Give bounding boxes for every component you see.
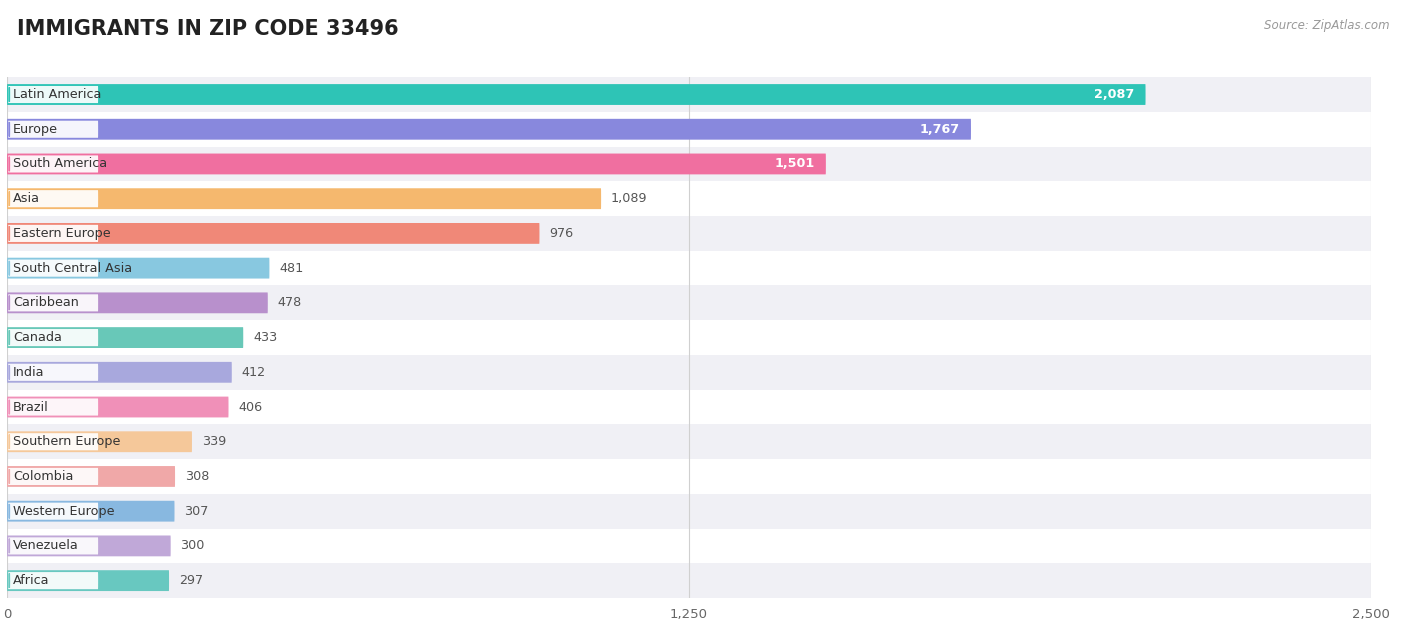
Bar <box>7 77 1371 112</box>
FancyBboxPatch shape <box>7 258 270 278</box>
FancyBboxPatch shape <box>8 156 98 172</box>
FancyBboxPatch shape <box>7 154 825 174</box>
FancyBboxPatch shape <box>8 468 98 485</box>
Text: 2,087: 2,087 <box>1094 88 1135 101</box>
FancyBboxPatch shape <box>8 399 98 415</box>
FancyBboxPatch shape <box>8 260 98 276</box>
FancyBboxPatch shape <box>7 397 229 417</box>
Text: Colombia: Colombia <box>13 470 73 483</box>
Text: Latin America: Latin America <box>13 88 101 101</box>
Text: 481: 481 <box>280 262 304 275</box>
Text: 406: 406 <box>239 401 263 413</box>
FancyBboxPatch shape <box>8 225 98 242</box>
FancyBboxPatch shape <box>7 84 1146 105</box>
FancyBboxPatch shape <box>7 223 540 244</box>
Text: Asia: Asia <box>13 192 39 205</box>
Bar <box>7 216 1371 251</box>
Text: Venezuela: Venezuela <box>13 539 79 552</box>
Bar <box>7 112 1371 147</box>
Text: Africa: Africa <box>13 574 49 587</box>
Bar <box>7 355 1371 390</box>
FancyBboxPatch shape <box>7 466 176 487</box>
FancyBboxPatch shape <box>7 570 169 591</box>
Bar <box>7 181 1371 216</box>
Text: India: India <box>13 366 44 379</box>
Bar <box>7 320 1371 355</box>
FancyBboxPatch shape <box>7 536 170 556</box>
FancyBboxPatch shape <box>7 327 243 348</box>
FancyBboxPatch shape <box>8 86 98 103</box>
Text: Brazil: Brazil <box>13 401 48 413</box>
Bar <box>7 563 1371 598</box>
FancyBboxPatch shape <box>8 503 98 520</box>
Bar <box>7 147 1371 181</box>
FancyBboxPatch shape <box>7 119 972 140</box>
FancyBboxPatch shape <box>8 190 98 207</box>
Text: IMMIGRANTS IN ZIP CODE 33496: IMMIGRANTS IN ZIP CODE 33496 <box>17 19 398 39</box>
Text: 300: 300 <box>180 539 205 552</box>
FancyBboxPatch shape <box>8 121 98 138</box>
Bar <box>7 390 1371 424</box>
Text: Europe: Europe <box>13 123 58 136</box>
Text: 478: 478 <box>277 296 302 309</box>
FancyBboxPatch shape <box>8 433 98 450</box>
Bar <box>7 424 1371 459</box>
Text: South Central Asia: South Central Asia <box>13 262 132 275</box>
Text: South America: South America <box>13 158 107 170</box>
Text: Canada: Canada <box>13 331 62 344</box>
FancyBboxPatch shape <box>8 364 98 381</box>
Text: Eastern Europe: Eastern Europe <box>13 227 111 240</box>
Text: 1,767: 1,767 <box>920 123 960 136</box>
Text: 297: 297 <box>179 574 202 587</box>
FancyBboxPatch shape <box>8 538 98 554</box>
Text: Caribbean: Caribbean <box>13 296 79 309</box>
Text: 1,501: 1,501 <box>775 158 815 170</box>
Bar <box>7 459 1371 494</box>
Text: 308: 308 <box>184 470 209 483</box>
Text: 339: 339 <box>202 435 226 448</box>
Text: Western Europe: Western Europe <box>13 505 114 518</box>
Text: 1,089: 1,089 <box>612 192 647 205</box>
Bar <box>7 285 1371 320</box>
Text: 976: 976 <box>550 227 574 240</box>
FancyBboxPatch shape <box>7 501 174 521</box>
Bar <box>7 251 1371 285</box>
Bar <box>7 494 1371 529</box>
FancyBboxPatch shape <box>8 329 98 346</box>
Text: 412: 412 <box>242 366 266 379</box>
Text: 433: 433 <box>253 331 277 344</box>
FancyBboxPatch shape <box>7 431 193 452</box>
Text: 307: 307 <box>184 505 208 518</box>
FancyBboxPatch shape <box>8 294 98 311</box>
FancyBboxPatch shape <box>7 293 267 313</box>
FancyBboxPatch shape <box>7 362 232 383</box>
FancyBboxPatch shape <box>8 572 98 589</box>
FancyBboxPatch shape <box>7 188 602 209</box>
Bar <box>7 529 1371 563</box>
Text: Southern Europe: Southern Europe <box>13 435 120 448</box>
Text: Source: ZipAtlas.com: Source: ZipAtlas.com <box>1264 19 1389 32</box>
